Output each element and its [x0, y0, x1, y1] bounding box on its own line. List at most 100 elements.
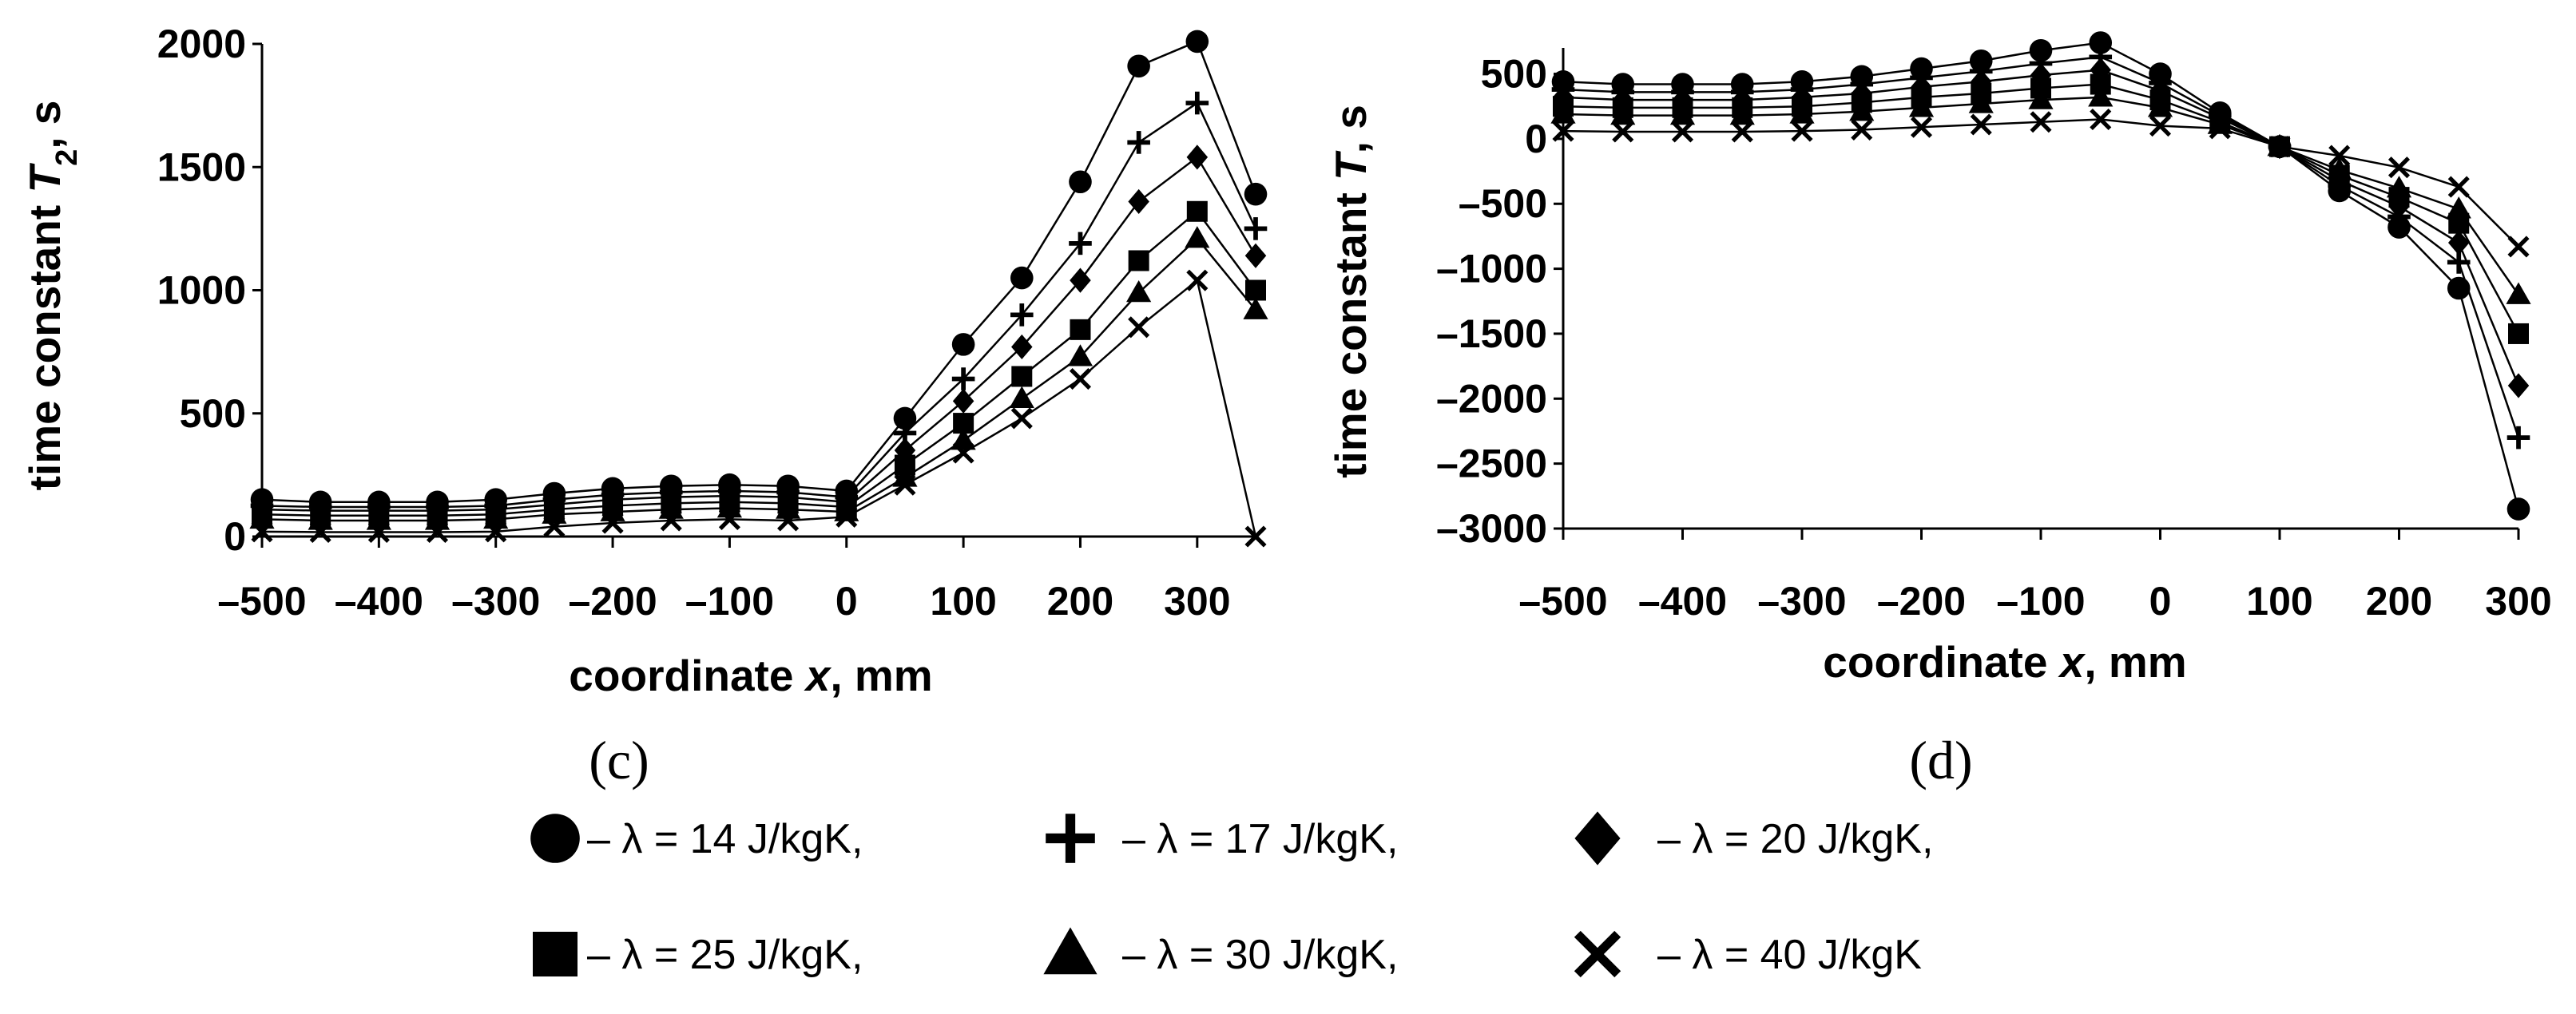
chart-c-point-triangle: [1185, 226, 1210, 248]
chart-d-point-x: [1970, 113, 1992, 136]
chart-d-point-x: [1910, 116, 1933, 138]
chart-d-ytick-label: –2000: [1436, 376, 1547, 421]
chart-c-point-x: [1069, 368, 1092, 390]
legend-item-6: – λ = 40 J/kgK: [1574, 930, 1922, 978]
legend-marker-square: [533, 932, 578, 976]
chart-d-point-diamond: [2507, 373, 2530, 398]
chart-d-point-circle: [2507, 497, 2530, 521]
chart-d-point-x: [2507, 236, 2530, 258]
chart-d-xtick-label: –300: [1757, 579, 1846, 624]
legend-item-3: – λ = 20 J/kgK,: [1574, 811, 1933, 865]
chart-c-point-diamond: [1128, 188, 1149, 215]
chart-c-point-circle: [1069, 170, 1092, 194]
chart-c-point-x: [952, 442, 974, 464]
chart-d-ytick-label: –1500: [1436, 311, 1547, 356]
chart-d-point-x: [1552, 120, 1574, 142]
chart-d-point-triangle: [1789, 101, 1815, 124]
chart-d-series-plus-line: [1562, 56, 2520, 438]
chart-d-ytick-label: –500: [1459, 181, 1547, 226]
chart-d-point-x: [2209, 117, 2231, 140]
chart-d-xtick-label: –500: [1518, 579, 1607, 624]
chart-c-ylabel: time constant T2, s: [20, 101, 84, 491]
chart-c-series-x-line: [261, 278, 1257, 537]
chart-c-ytick-label: 2000: [157, 22, 246, 66]
chart-c-point-circle: [1127, 54, 1150, 78]
legend-marker-circle: [530, 814, 580, 863]
chart-c-xtick-label: 300: [1164, 579, 1230, 624]
chart-c-point-square: [1011, 366, 1033, 387]
chart-d-xtick-label: 100: [2246, 579, 2312, 624]
chart-d-point-triangle: [1610, 103, 1636, 125]
panel-label-d: (d): [1909, 730, 1972, 790]
chart-c-point-x: [485, 521, 507, 543]
chart-c-point-circle: [951, 333, 975, 356]
chart-d-point-x: [1612, 121, 1634, 143]
chart-c-xtick-label: –100: [685, 579, 774, 624]
chart-c-ytick-label: 1500: [157, 145, 246, 189]
legend-text-2: – λ = 17 J/kgK,: [1122, 816, 1398, 862]
chart-c-point-x: [1244, 525, 1267, 548]
legend-text-5: – λ = 30 J/kgK,: [1122, 932, 1398, 978]
chart-d-point-x: [2328, 145, 2351, 167]
chart-d-ylabel: time constant T, s: [1326, 105, 1375, 478]
chart-c-ytick-label: 1000: [157, 268, 246, 313]
chart-c-point-x: [1010, 407, 1033, 430]
chart-d-point-x: [1851, 118, 1873, 141]
chart-d-ytick-label: –1000: [1436, 247, 1547, 291]
chart-d-point-x: [1791, 120, 1813, 142]
chart-c-point-x: [1128, 316, 1150, 339]
chart-d-point-x: [2447, 176, 2470, 198]
chart-c-point-x: [367, 521, 390, 543]
chart-c-point-x: [309, 521, 331, 543]
chart-c-series-square: [252, 200, 1266, 526]
chart-d-point-plus: [2089, 46, 2113, 69]
chart-c-series-circle: [250, 30, 1268, 514]
chart-d-point-square: [2508, 323, 2529, 344]
legend: – λ = 14 J/kgK, – λ = 17 J/kgK, – λ = 20…: [530, 811, 1933, 978]
chart-d-point-triangle: [1669, 103, 1696, 125]
chart-d-xtick-label: 0: [2149, 579, 2172, 624]
chart-c-series-diamond: [251, 145, 1267, 524]
chart-d-point-circle: [2089, 31, 2113, 54]
chart-c-point-plus: [951, 367, 975, 390]
chart-d-xtick-label: –200: [1877, 579, 1966, 624]
chart-c-point-square: [1070, 319, 1091, 340]
chart-c-series-circle-line: [261, 40, 1257, 504]
chart-c-point-diamond: [952, 388, 974, 414]
chart-c-point-square: [1186, 200, 1208, 222]
legend-marker-triangle-icon: [1043, 927, 1097, 975]
chart-c-point-plus: [1244, 217, 1268, 240]
legend-marker-diamond-icon: [1574, 811, 1621, 865]
chart-d-series-x-line: [1562, 118, 2519, 248]
chart-c-point-x: [660, 509, 682, 532]
chart-c-xtick-label: –500: [217, 579, 306, 624]
chart-c-series-plus: [250, 91, 1268, 519]
chart-d-point-x: [2030, 111, 2052, 133]
chart-d-series-x: [1552, 108, 2530, 258]
chart-d-point-triangle: [2028, 87, 2054, 109]
chart-c-xtick-label: 0: [836, 579, 858, 624]
chart-d-point-triangle: [1550, 101, 1576, 124]
chart-c-point-x: [426, 521, 449, 543]
chart-c-xtick-label: 100: [930, 579, 996, 624]
chart-c-series-triangle-line: [261, 236, 1256, 522]
chart-c-point-square: [1245, 279, 1266, 301]
chart-d-point-x: [2090, 108, 2112, 131]
chart-c-point-diamond: [1244, 243, 1267, 268]
chart-d-xtick-label: –100: [1996, 579, 2085, 624]
legend-text-6: – λ = 40 J/kgK: [1657, 932, 1922, 978]
legend-marker-triangle: [1043, 927, 1097, 975]
legend-marker-x: [1574, 930, 1621, 978]
chart-c-point-triangle: [1126, 279, 1152, 303]
chart-c-ytick-label: 0: [224, 514, 246, 559]
chart-c-point-plus: [893, 422, 917, 445]
chart-c-point-circle: [1185, 30, 1209, 53]
chart-d-point-x: [2268, 136, 2291, 158]
chart-d-point-diamond: [2447, 230, 2470, 255]
legend-item-5: – λ = 30 J/kgK,: [1043, 927, 1398, 978]
chart-c-point-x: [543, 516, 566, 538]
chart-d-ytick-label: 0: [1525, 117, 1547, 161]
